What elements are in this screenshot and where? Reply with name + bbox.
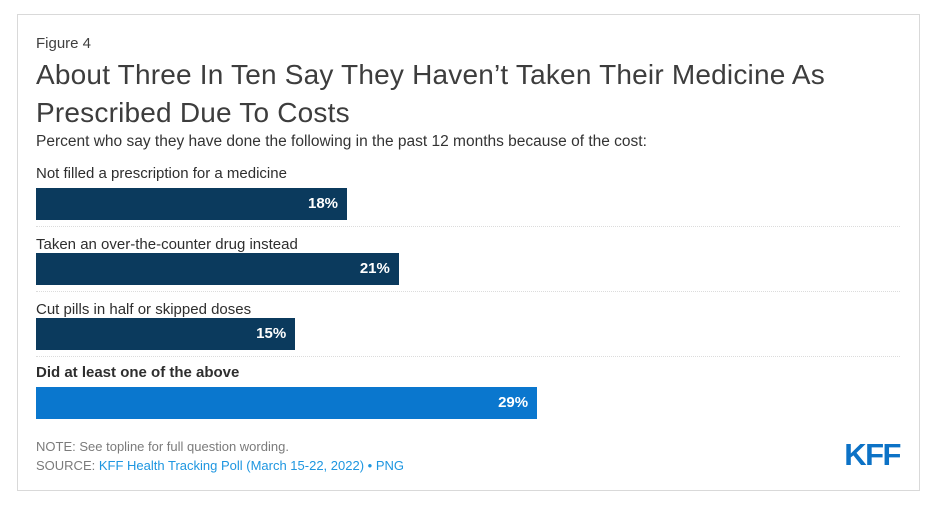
bar-category-label: Not filled a prescription for a medicine xyxy=(36,165,287,182)
bar-chart: Not filled a prescription for a medicine… xyxy=(36,15,900,490)
source-link[interactable]: KFF Health Tracking Poll (March 15-22, 2… xyxy=(98,458,365,473)
bar-value-label: 18% xyxy=(308,195,339,212)
row-separator xyxy=(36,356,900,357)
note-prefix: NOTE: xyxy=(36,439,76,454)
source-prefix: SOURCE: xyxy=(36,458,96,473)
note-line: NOTE: See topline for full question word… xyxy=(36,438,404,456)
bar: 29% xyxy=(36,387,538,419)
figure-number: Figure 4 xyxy=(36,35,92,52)
bar: 21% xyxy=(36,253,399,285)
bar-category-label: Taken an over-the-counter drug instead xyxy=(36,236,298,253)
bar-category-label: Did at least one of the above xyxy=(36,364,240,381)
source-separator: • xyxy=(367,458,373,473)
bar-value-label: 15% xyxy=(256,325,287,342)
source-line: SOURCE: KFF Health Tracking Poll (March … xyxy=(36,457,404,475)
row-separator xyxy=(36,291,900,292)
footnotes: NOTE: See topline for full question word… xyxy=(36,438,404,475)
png-download-link[interactable]: PNG xyxy=(375,458,405,473)
note-text: See topline for full question wording. xyxy=(79,439,289,454)
bar: 15% xyxy=(36,318,296,350)
bar-value-label: 29% xyxy=(498,394,529,411)
figure-content: Figure 4 About Three In Ten Say They Hav… xyxy=(18,15,919,490)
bar: 18% xyxy=(36,188,348,220)
bar-category-label: Cut pills in half or skipped doses xyxy=(36,301,252,318)
chart-title: About Three In Ten Say They Haven’t Take… xyxy=(36,59,826,128)
kff-logo: KFF xyxy=(844,437,901,472)
row-separator xyxy=(36,226,900,227)
figure-card: Figure 4 About Three In Ten Say They Hav… xyxy=(17,14,920,491)
chart-subtitle: Percent who say they have done the follo… xyxy=(36,133,647,150)
bar-value-label: 21% xyxy=(359,260,390,277)
